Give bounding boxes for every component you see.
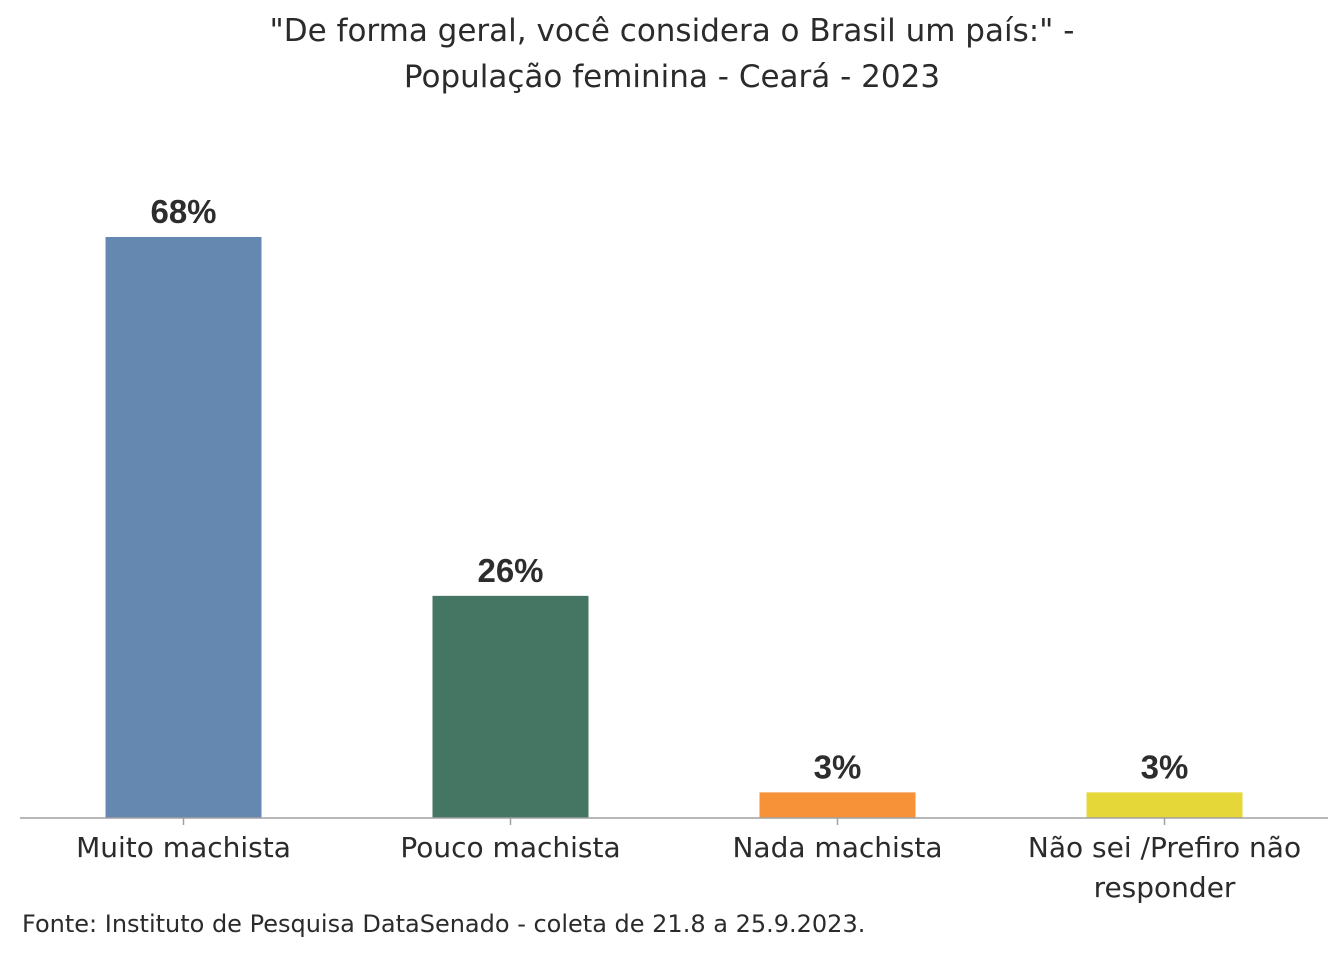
plot-area: 68% Muito machista 26% Pouco machista 3% Nada… — [20, 193, 1328, 904]
data-label: 3% — [814, 748, 862, 785]
bar — [432, 595, 589, 818]
x-tick-label: Muito machista — [76, 831, 291, 864]
bar — [759, 792, 916, 818]
x-tick-label: responder — [1094, 871, 1236, 904]
chart-title-line-2: População feminina - Ceará - 2023 — [403, 59, 941, 95]
bar — [105, 237, 262, 818]
chart-title-line-1: "De forma geral, você considera o Brasil… — [269, 13, 1075, 49]
bar — [1086, 792, 1243, 818]
data-label: 68% — [150, 193, 216, 230]
x-tick-label: Pouco machista — [400, 831, 620, 864]
data-label: 3% — [1141, 748, 1189, 785]
source-note: Fonte: Instituto de Pesquisa DataSenado … — [22, 910, 866, 938]
chart-title: "De forma geral, você considera o Brasil… — [0, 8, 1344, 100]
x-tick-label: Nada machista — [732, 831, 942, 864]
data-label: 26% — [477, 552, 543, 589]
x-tick-label: Não sei /Prefiro não — [1028, 831, 1301, 864]
